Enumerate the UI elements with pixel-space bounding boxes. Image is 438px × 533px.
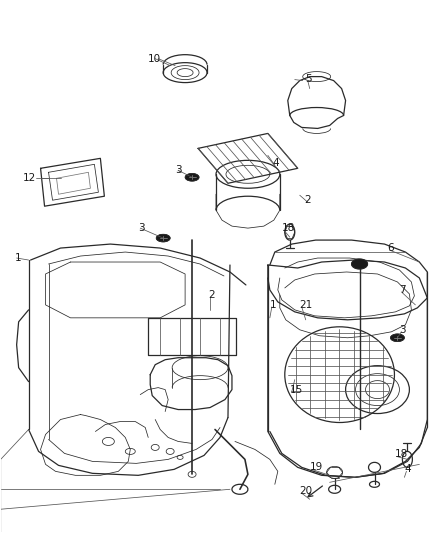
- Text: 18: 18: [282, 223, 295, 233]
- Polygon shape: [185, 173, 199, 181]
- Text: 2: 2: [305, 195, 311, 205]
- Polygon shape: [390, 334, 404, 342]
- Text: 5: 5: [305, 74, 311, 84]
- Text: 20: 20: [300, 486, 313, 496]
- Text: 10: 10: [148, 54, 161, 63]
- Text: 6: 6: [388, 243, 394, 253]
- Polygon shape: [352, 259, 367, 269]
- Text: 3: 3: [175, 165, 182, 175]
- Text: 4: 4: [404, 464, 411, 474]
- Text: 18: 18: [395, 449, 408, 459]
- Text: 3: 3: [138, 223, 145, 233]
- Text: 1: 1: [270, 300, 276, 310]
- Text: 1: 1: [14, 253, 21, 263]
- Polygon shape: [156, 235, 170, 242]
- Text: 15: 15: [290, 385, 303, 394]
- Text: 4: 4: [273, 158, 279, 168]
- Text: 19: 19: [310, 462, 323, 472]
- Text: 3: 3: [399, 325, 406, 335]
- Text: 12: 12: [23, 173, 36, 183]
- Text: 21: 21: [300, 300, 313, 310]
- Text: 2: 2: [208, 290, 215, 300]
- Text: 7: 7: [399, 285, 406, 295]
